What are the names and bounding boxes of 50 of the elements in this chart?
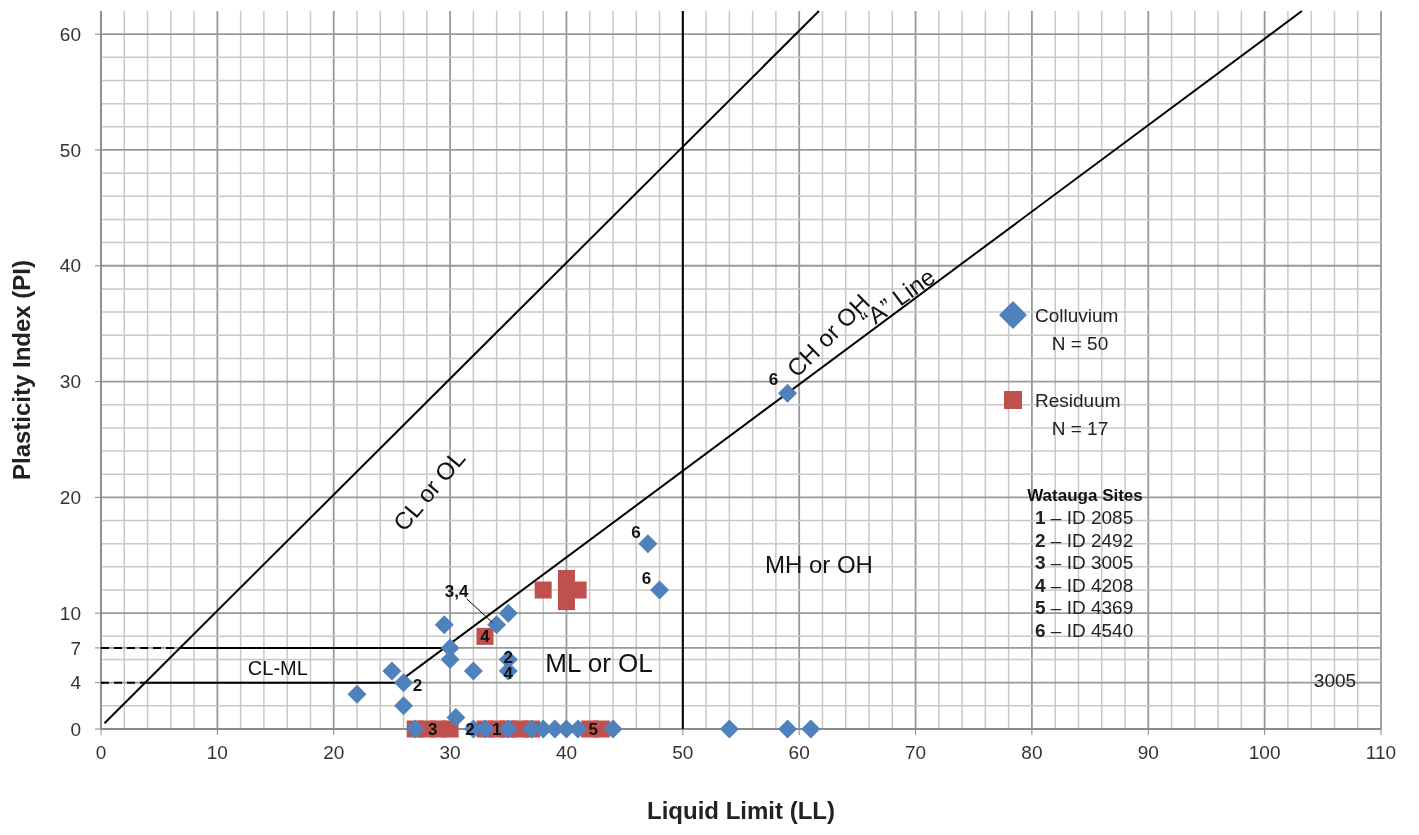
x-tick-label: 0 xyxy=(95,742,107,763)
x-tick-label: 40 xyxy=(555,742,578,763)
x-tick-label: 100 xyxy=(1248,742,1281,763)
annotation: 3 – ID 3005 xyxy=(1035,552,1134,574)
annotation: 2 xyxy=(503,648,514,668)
annotation: 1 – ID 2085 xyxy=(1035,507,1134,529)
annotation: 6 xyxy=(641,568,652,588)
annotation: Watauga Sites xyxy=(1027,485,1143,505)
y-tick-label: 60 xyxy=(59,23,81,45)
legend-label: Residuum xyxy=(1035,389,1121,411)
y-tick-label: 10 xyxy=(59,602,81,624)
x-axis-title: Liquid Limit (LL) xyxy=(647,797,835,824)
legend-label: Colluvium xyxy=(1035,304,1119,326)
y-tick-label: 30 xyxy=(59,371,81,393)
y-axis-title: Plasticity Index (PI) xyxy=(8,259,36,481)
x-tick-label: 90 xyxy=(1137,742,1159,763)
y-tick-label: 7 xyxy=(70,637,81,659)
y-tick-label: 0 xyxy=(70,718,81,740)
annotation: 1 xyxy=(491,719,502,739)
y-tick-label: 20 xyxy=(59,487,81,509)
annotation: 2 xyxy=(465,719,475,739)
y-tick-label: 50 xyxy=(59,139,81,161)
annotation: 6 – ID 4540 xyxy=(1035,619,1134,641)
annotation: 3005 xyxy=(1313,669,1357,691)
x-tick-label: 10 xyxy=(206,742,228,763)
annotation: 4 – ID 4208 xyxy=(1035,574,1134,596)
annotation: 2 xyxy=(412,675,423,695)
x-tick-label: 80 xyxy=(1021,742,1043,763)
annotation: 3,4 xyxy=(444,581,469,601)
annotation: CL or OL xyxy=(387,444,471,537)
x-tick-label: 30 xyxy=(439,742,461,763)
x-tick-label: 20 xyxy=(323,742,345,763)
annotation: CL-ML xyxy=(247,656,308,679)
annotation: 6 xyxy=(768,370,779,390)
annotation: 4 xyxy=(480,627,491,647)
annotation: 5 – ID 4369 xyxy=(1035,597,1134,619)
y-tick-label: 4 xyxy=(70,672,82,694)
x-tick-label: 70 xyxy=(904,742,927,763)
x-tick-label: 50 xyxy=(672,742,694,763)
annotation: 5 xyxy=(588,719,598,739)
annotation: ML or OL xyxy=(545,648,653,679)
annotation: MH or OH xyxy=(764,550,873,578)
annotation: N = 50 xyxy=(1051,332,1109,354)
annotation: 3 xyxy=(427,719,438,739)
y-tick-label: 40 xyxy=(59,255,81,277)
annotation: 2 – ID 2492 xyxy=(1035,529,1134,551)
annotation: N = 17 xyxy=(1051,417,1109,439)
annotation: 6 xyxy=(631,522,641,542)
x-tick-label: 110 xyxy=(1365,742,1397,763)
x-tick-label: 60 xyxy=(788,742,810,763)
